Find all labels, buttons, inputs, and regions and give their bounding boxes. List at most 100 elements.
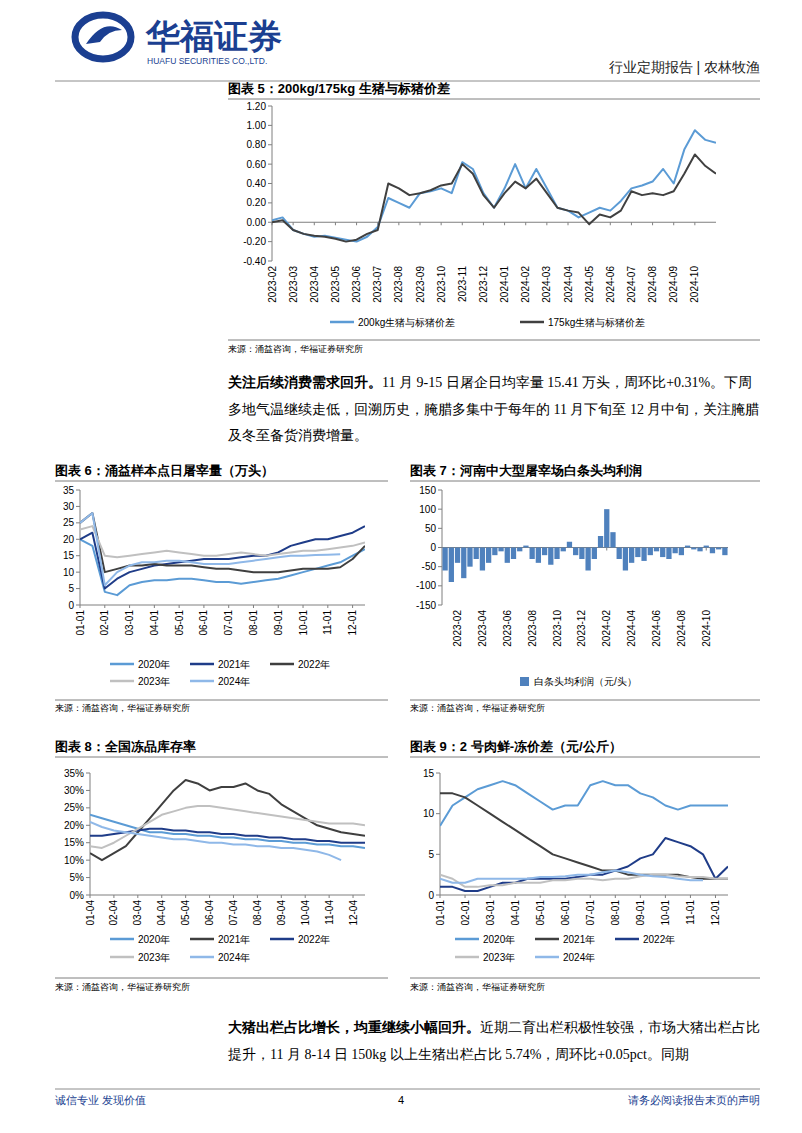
series-line [80,526,365,588]
x-tick-label: 11-01 [685,900,696,925]
x-tick [356,222,357,225]
source-note: 来源：涌益咨询，华福证券研究所 [410,982,545,992]
legend-swatch [520,677,529,686]
legend-label: 2024年 [218,952,250,963]
bar [660,548,665,558]
x-tick [690,895,691,898]
x-tick [483,222,484,225]
chart-title: 图表 9：2 号肉鲜-冻价差（元/公斤） [410,739,622,754]
x-tick-label: 2023-10 [552,610,563,647]
bar [635,548,640,558]
legend-swatch [110,663,134,666]
x-tick [154,605,155,608]
y-tick [268,222,272,223]
bar [517,548,522,552]
bar [685,546,690,548]
x-tick [257,895,258,898]
bar [505,548,510,563]
x-tick-label: 08-01 [248,610,259,636]
x-tick-label: 2023-10 [436,266,447,303]
legend-label: 白条头均利润（元/头） [534,676,637,687]
legend-label: 2021年 [218,659,250,670]
x-tick [209,895,210,898]
x-tick [715,895,716,898]
bar [511,548,516,560]
y-tick [268,241,272,242]
legend-swatch [110,956,134,959]
x-tick-label: 11-04 [324,900,335,925]
y-tick [76,490,80,491]
source-note: 来源：涌益咨询，华福证券研究所 [410,703,545,713]
x-tick-label: 2024-08 [676,610,687,647]
bar [598,536,603,548]
x-tick-label: 09-01 [273,610,284,636]
x-tick-label: 2024-08 [647,266,658,303]
y-tick-label: 15 [423,768,435,779]
x-tick-label: 2024-05 [584,266,595,303]
y-tick-label: 0 [68,600,74,611]
x-tick-label: 01-01 [75,610,86,636]
x-tick [631,222,632,225]
y-tick [86,773,90,774]
report-type: 行业定期报告 | 农林牧渔 [609,59,760,75]
plot-area [80,513,365,595]
legend-label: 2020年 [138,659,170,670]
y-tick-label: -0.40 [243,256,266,267]
x-tick [568,222,569,225]
y-tick [268,202,272,203]
x-tick-label: 02-01 [460,900,471,926]
x-tick [441,222,442,225]
x-tick-label: 07-04 [228,900,239,926]
legend-item: 2022年 [270,934,330,945]
y-tick-label: 25 [63,517,75,528]
x-tick [185,895,186,898]
x-tick [335,222,336,225]
x-tick [420,222,421,225]
legend-item: 200kg生猪与标猪价差 [330,317,455,328]
bar [486,548,491,563]
bar [530,548,535,560]
legend-label: 2023年 [483,952,515,963]
y-tick-label: 0.40 [247,178,267,189]
legend-label: 2023年 [138,676,170,687]
y-tick-label: 15% [64,837,84,848]
x-tick [281,895,282,898]
x-tick [590,895,591,898]
source-rule [228,340,760,341]
title-rule [55,757,388,758]
y-tick-label: 35% [64,768,84,779]
x-tick-label: 06-04 [204,900,215,926]
legend-swatch [615,938,639,941]
y-tick [438,585,442,586]
legend-item: 2023年 [455,952,515,963]
x-tick-label: 2023-03 [288,266,299,303]
bar [536,548,541,563]
chart: 图表 8：全国冻品库存率35%30%25%20%15%10%5%0%01-040… [55,739,388,992]
y-tick-label: 5 [68,583,74,594]
x-tick [546,222,547,225]
x-tick [565,895,566,898]
y-tick-label: 30% [64,785,84,796]
x-tick-label: 04-01 [149,610,160,636]
x-tick-label: 01-01 [435,900,446,926]
y-tick [436,773,440,774]
x-tick [129,605,130,608]
x-tick [314,222,315,225]
bar [449,548,454,583]
bar [455,548,460,563]
chart-title: 图表 5：200kg/175kg 生猪与标猪价差 [228,81,450,96]
legend-swatch [190,680,214,683]
bar [666,548,671,560]
x-tick [352,605,353,608]
x-tick-label: 2023-12 [478,266,489,303]
bar [704,546,709,548]
x-tick-label: 03-04 [132,900,143,926]
x-tick [253,605,254,608]
title-rule [228,99,760,100]
series-line [440,781,728,826]
bar [697,548,702,552]
x-tick [440,895,441,898]
bar [567,542,572,548]
bar [480,548,485,571]
x-tick-label: 2023-04 [309,266,320,303]
